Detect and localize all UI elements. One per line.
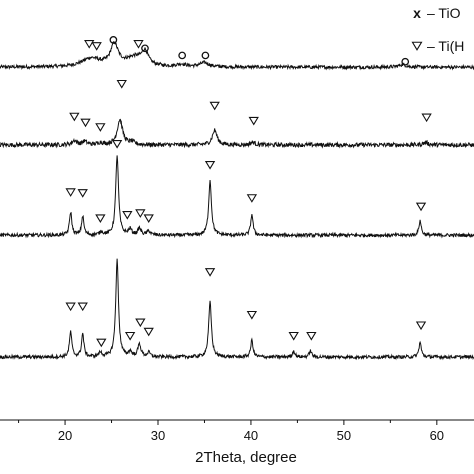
legend-label: – TiO xyxy=(427,5,461,21)
x-tick-label: 20 xyxy=(58,428,72,443)
circle-marker xyxy=(401,57,410,66)
legend-x-symbol: x xyxy=(413,5,421,21)
x-tick-label: 30 xyxy=(151,428,165,443)
triangle-marker xyxy=(143,214,154,223)
legend: x – TiO – Ti(H xyxy=(411,5,464,54)
triangle-marker xyxy=(95,214,106,223)
triangle-marker xyxy=(91,42,102,51)
x-tick-label: 40 xyxy=(244,428,258,443)
circle-marker xyxy=(201,51,210,60)
triangle-marker xyxy=(133,40,144,49)
triangle-marker xyxy=(77,189,88,198)
legend-label: – Ti(H xyxy=(427,38,464,54)
legend-triangle-symbol xyxy=(411,41,423,51)
triangle-marker xyxy=(95,123,106,132)
triangle-marker xyxy=(135,209,146,218)
triangle-marker xyxy=(65,302,76,312)
x-tick-label: 50 xyxy=(337,428,351,443)
triangle-marker xyxy=(116,79,127,89)
circle-marker xyxy=(109,36,118,44)
x-axis: 20 30 40 50 60 xyxy=(0,419,474,443)
triangle-marker xyxy=(135,318,146,328)
pattern-trace-2 xyxy=(0,118,474,149)
triangle-marker xyxy=(84,40,95,49)
triangle-marker xyxy=(122,210,133,220)
triangle-marker xyxy=(415,202,427,212)
triangle-marker xyxy=(421,113,432,123)
x-ticks: 20 30 40 50 60 xyxy=(18,420,444,443)
peak-markers xyxy=(65,36,432,348)
triangle-marker xyxy=(204,268,216,277)
x-axis-title: 2Theta, degree xyxy=(195,449,297,466)
circle-marker xyxy=(178,51,187,60)
pattern-trace-3 xyxy=(0,155,474,239)
triangle-marker xyxy=(248,116,259,126)
triangle-marker xyxy=(306,331,317,341)
x-tick-label: 60 xyxy=(430,428,444,443)
pattern-trace-1 xyxy=(0,40,474,71)
pattern-traces xyxy=(0,40,474,361)
triangle-marker xyxy=(124,331,136,341)
triangle-marker xyxy=(65,188,76,197)
triangle-marker xyxy=(415,321,427,331)
pattern-trace-4 xyxy=(0,258,474,361)
triangle-marker xyxy=(80,118,91,128)
circle-marker xyxy=(141,44,149,53)
triangle-marker xyxy=(246,310,258,320)
triangle-marker xyxy=(246,194,258,203)
triangle-marker xyxy=(69,112,80,122)
triangle-marker xyxy=(143,327,154,337)
triangle-marker xyxy=(111,140,123,149)
triangle-marker xyxy=(77,302,88,312)
triangle-marker xyxy=(209,101,220,111)
triangle-marker xyxy=(96,338,107,348)
triangle-marker xyxy=(204,161,216,170)
triangle-marker xyxy=(288,331,299,341)
